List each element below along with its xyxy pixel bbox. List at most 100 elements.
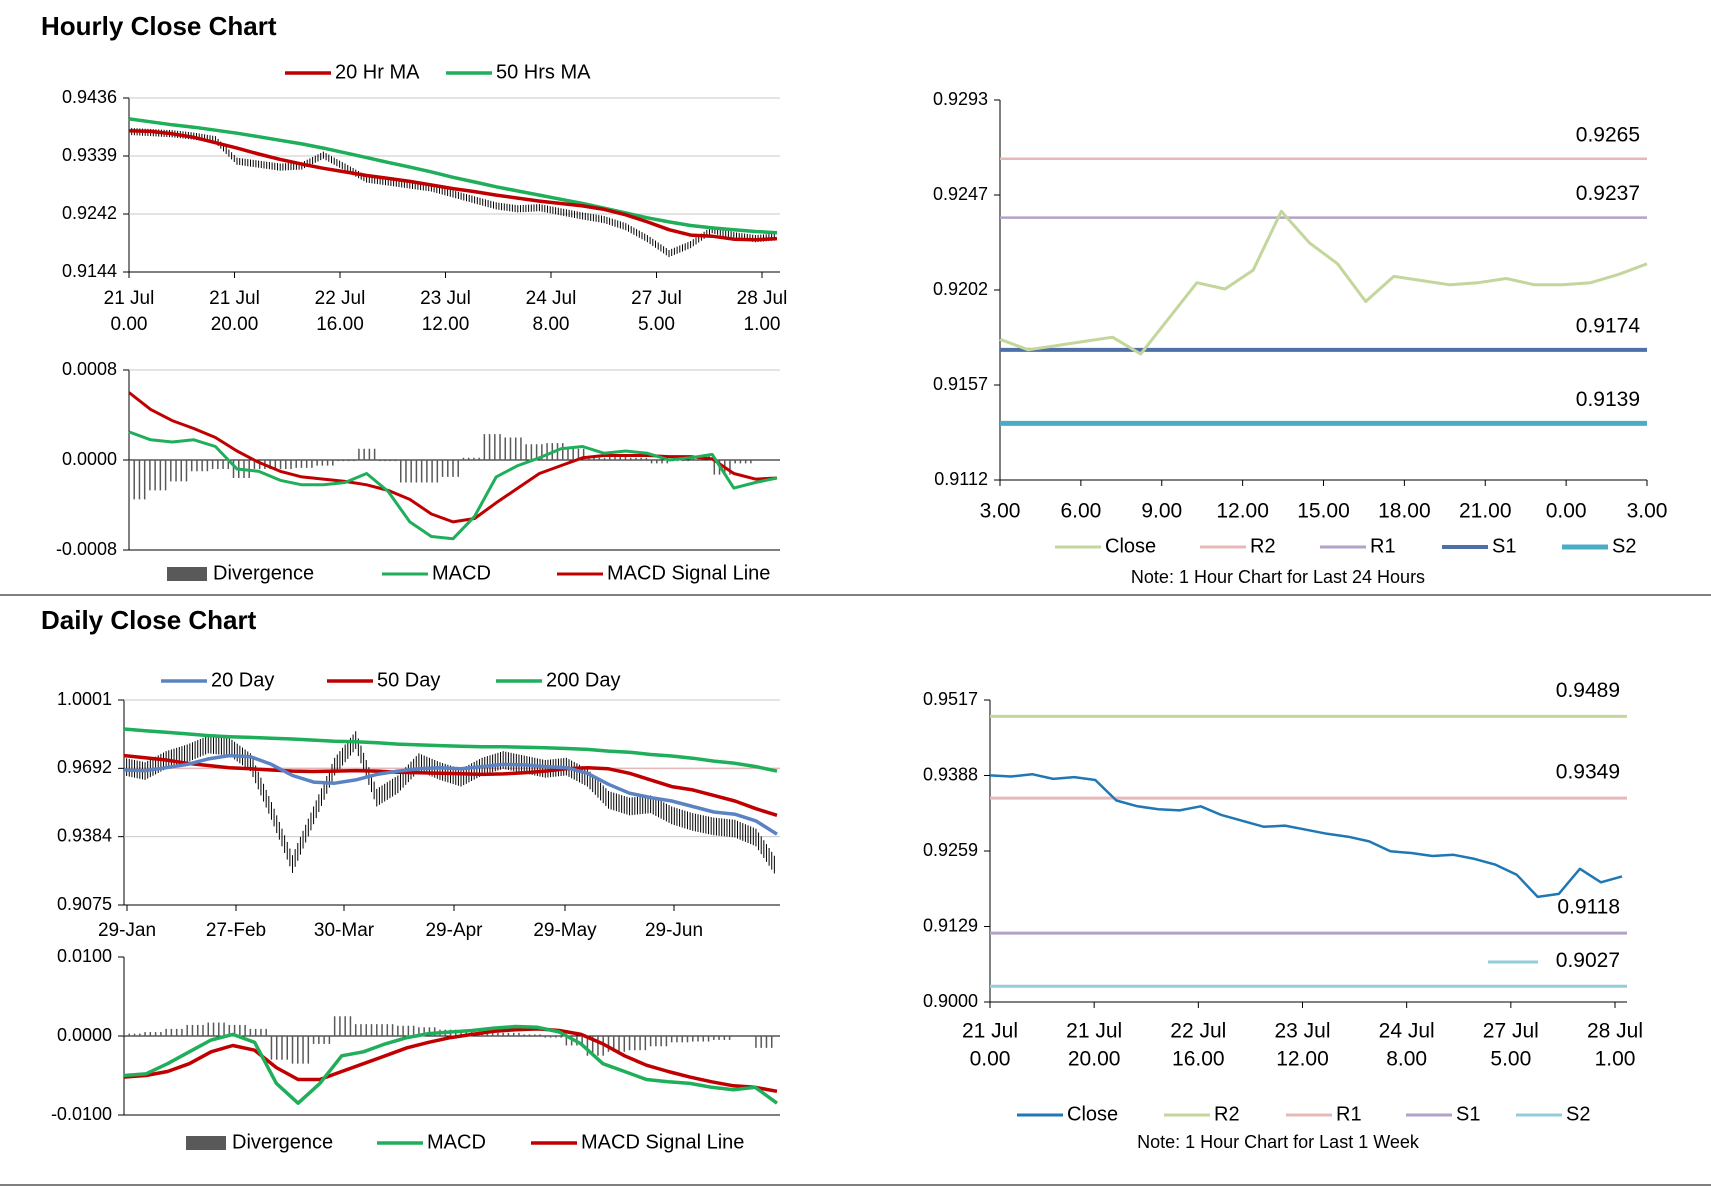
- dp-50day-line: [123, 753, 778, 817]
- hp-x-tick-label: 21 Jul: [104, 288, 155, 309]
- wk-legend-s1-label: S1: [1456, 1103, 1480, 1125]
- h24-x-tick-label: 21.00: [1459, 500, 1512, 523]
- dm-y-tick-label: -0.0100: [51, 1104, 112, 1124]
- h24-level-label-r1: 0.9237: [1576, 182, 1640, 205]
- wk-x-tick-label: 16.00: [1172, 1048, 1225, 1071]
- dm-legend-divergence-swatch: [186, 1136, 226, 1150]
- h24-x-tick-label: 9.00: [1141, 500, 1182, 523]
- hp-x-tick-label: 27 Jul: [631, 288, 682, 309]
- wk-x-tick-label: 22 Jul: [1170, 1020, 1226, 1043]
- dp-x-tick-label: 29-May: [533, 920, 597, 941]
- h24-legend-s1-label: S1: [1492, 535, 1516, 557]
- dm-y-tick-label: 0.0100: [57, 946, 112, 966]
- wk-x-tick-label: 1.00: [1595, 1048, 1636, 1071]
- wk-x-tick-label: 24 Jul: [1379, 1020, 1435, 1043]
- hm-y-tick-label: -0.0008: [56, 539, 117, 559]
- dm-signal-line: [123, 1027, 778, 1094]
- h24-x-tick-label: 6.00: [1060, 500, 1101, 523]
- h24-y-tick-label: 0.9247: [933, 184, 988, 204]
- h24-y-tick-label: 0.9202: [933, 279, 988, 299]
- h24-x-tick-label: 0.00: [1546, 500, 1587, 523]
- wk-x-tick-label: 12.00: [1276, 1048, 1329, 1071]
- wk-x-tick-label: 23 Jul: [1274, 1020, 1330, 1043]
- hm-legend-macd-label: MACD: [432, 562, 491, 584]
- hm-y-tick-label: 0.0000: [62, 449, 117, 469]
- h24-x-tick-label: 12.00: [1216, 500, 1269, 523]
- wk-note: Note: 1 Hour Chart for Last 1 Week: [1137, 1132, 1420, 1152]
- h24-x-tick-label: 3.00: [1627, 500, 1668, 523]
- hm-signal-line: [128, 391, 778, 524]
- hm-legend-divergence-swatch: [167, 567, 207, 581]
- wk-close-line: [989, 772, 1623, 899]
- h24-legend-r2-label: R2: [1250, 535, 1276, 557]
- daily-section-title: Daily Close Chart: [41, 605, 257, 635]
- wk-x-tick-label: 27 Jul: [1483, 1020, 1539, 1043]
- wk-level-label-s1: 0.9118: [1557, 896, 1620, 919]
- wk-level-label-r1: 0.9349: [1556, 761, 1620, 784]
- hm-legend-divergence-label: Divergence: [213, 562, 314, 584]
- dp-20day-line: [123, 753, 778, 836]
- wk-legend-r2-label: R2: [1214, 1103, 1240, 1125]
- wk-x-tick-label: 21 Jul: [962, 1020, 1018, 1043]
- hp-legend-20hr-label: 20 Hr MA: [335, 61, 420, 83]
- hp-y-tick-label: 0.9144: [62, 261, 117, 281]
- dp-x-tick-label: 29-Apr: [425, 920, 483, 941]
- hp-x-tick-label: 20.00: [211, 314, 259, 335]
- wk-y-tick-label: 0.9129: [923, 915, 978, 935]
- hp-x-tick-label: 24 Jul: [526, 288, 577, 309]
- hp-x-tick-label: 8.00: [533, 314, 570, 335]
- dp-x-tick-label: 27-Feb: [206, 920, 266, 941]
- hp-y-tick-label: 0.9436: [62, 87, 117, 107]
- wk-y-tick-label: 0.9388: [923, 764, 978, 784]
- wk-x-tick-label: 21 Jul: [1066, 1020, 1122, 1043]
- h24-level-label-s1: 0.9174: [1576, 314, 1641, 337]
- wk-level-label-s2: 0.9027: [1556, 949, 1620, 972]
- section-divider: [0, 594, 1711, 596]
- wk-x-tick-label: 0.00: [970, 1048, 1011, 1071]
- wk-level-label-r2: 0.9489: [1556, 679, 1620, 702]
- wk-legend-close-label: Close: [1067, 1103, 1118, 1125]
- h24-level-label-r2: 0.9265: [1576, 123, 1640, 146]
- hp-x-tick-label: 12.00: [422, 314, 470, 335]
- hp-x-tick-label: 5.00: [638, 314, 675, 335]
- wk-y-tick-label: 0.9517: [923, 689, 978, 709]
- dm-y-tick-label: 0.0000: [57, 1025, 112, 1045]
- dm-legend-divergence-label: Divergence: [232, 1131, 333, 1153]
- dp-y-tick-label: 1.0001: [57, 689, 112, 709]
- dp-y-tick-label: 0.9075: [57, 894, 112, 914]
- wk-x-tick-label: 20.00: [1068, 1048, 1121, 1071]
- hp-20hr-ma-line: [128, 129, 778, 242]
- hp-x-tick-label: 1.00: [744, 314, 781, 335]
- h24-y-tick-label: 0.9112: [934, 469, 988, 489]
- dp-legend-20day-label: 20 Day: [211, 669, 274, 691]
- wk-legend-s2-label: S2: [1566, 1103, 1590, 1125]
- wk-y-tick-label: 0.9259: [923, 840, 978, 860]
- dp-y-tick-label: 0.9384: [57, 825, 112, 845]
- hp-y-tick-label: 0.9242: [62, 203, 117, 223]
- dp-x-tick-label: 30-Mar: [314, 920, 375, 941]
- dp-x-tick-label: 29-Jun: [645, 920, 703, 941]
- hm-y-tick-label: 0.0008: [62, 359, 117, 379]
- hp-y-tick-label: 0.9339: [62, 145, 117, 165]
- h24-x-tick-label: 15.00: [1297, 500, 1350, 523]
- h24-x-tick-label: 18.00: [1378, 500, 1431, 523]
- hp-50hr-ma-line: [128, 117, 778, 235]
- h24-x-tick-label: 3.00: [980, 500, 1021, 523]
- dm-macd-line: [123, 1024, 779, 1105]
- h24-y-tick-label: 0.9293: [933, 89, 988, 109]
- dp-200day-line: [123, 727, 778, 773]
- dm-legend-signal-label: MACD Signal Line: [581, 1131, 744, 1153]
- h24-level-label-s2: 0.9139: [1576, 388, 1640, 411]
- hm-legend-signal-label: MACD Signal Line: [607, 562, 770, 584]
- dp-legend-200day-label: 200 Day: [546, 669, 621, 691]
- wk-y-tick-label: 0.9000: [923, 991, 978, 1011]
- dp-x-tick-label: 29-Jan: [98, 920, 156, 941]
- h24-note: Note: 1 Hour Chart for Last 24 Hours: [1131, 567, 1425, 587]
- h24-y-tick-label: 0.9157: [933, 374, 988, 394]
- wk-legend-r1-label: R1: [1336, 1103, 1362, 1125]
- dm-legend-macd-label: MACD: [427, 1131, 486, 1153]
- hm-macd-line: [128, 430, 778, 541]
- h24-legend-s2-label: S2: [1612, 535, 1636, 557]
